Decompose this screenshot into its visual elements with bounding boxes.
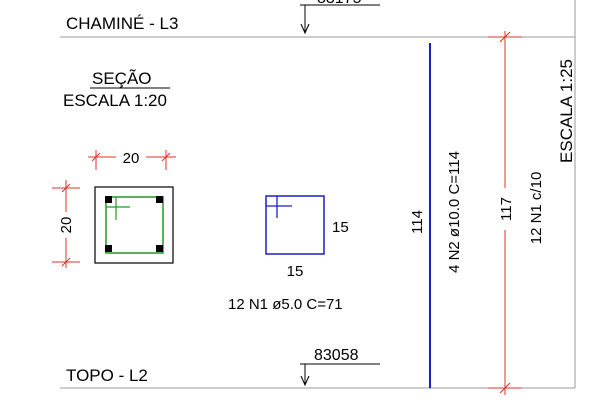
section-height-dimension: 20 <box>52 180 80 268</box>
stirrup-outline <box>105 196 164 254</box>
distribution-length: 117 <box>498 197 515 221</box>
rebar-dot <box>156 245 163 252</box>
section-scale: ESCALA 1:20 <box>63 91 167 110</box>
top-elevation-value: 83175 <box>317 0 362 7</box>
stirrup-side-dim: 15 <box>332 219 349 236</box>
section-width-dimension: 20 <box>88 147 176 170</box>
section-height-value: 20 <box>58 217 75 234</box>
stirrup-bottom-dim: 15 <box>287 263 304 280</box>
stirrup-shape <box>265 195 325 255</box>
rebar-dot <box>105 196 112 203</box>
rebar-dot <box>105 245 112 252</box>
stirrup-shape-detail: 15 15 12 N1 ø5.0 C=71 <box>228 195 349 313</box>
top-level-name: CHAMINÉ - L3 <box>66 14 178 33</box>
rebar-dot <box>156 196 163 203</box>
bottom-elevation-marker: 83058 <box>300 347 380 387</box>
section-width-value: 20 <box>123 150 140 167</box>
section-title: SEÇÃO <box>92 69 152 88</box>
stirrup-distribution: 117 12 N1 c/10 <box>488 31 545 395</box>
concrete-outline <box>94 186 174 264</box>
bottom-level-name: TOPO - L2 <box>66 366 148 385</box>
top-elevation-marker: 83175 <box>300 0 380 35</box>
vertical-bar-length: 114 <box>409 210 426 234</box>
bottom-elevation-value: 83058 <box>314 347 359 364</box>
column-section <box>94 186 174 264</box>
distribution-label: 12 N1 c/10 <box>528 172 545 245</box>
elevation-scale: ESCALA 1:25 <box>557 59 576 163</box>
stirrup-label: 12 N1 ø5.0 C=71 <box>228 296 343 313</box>
vertical-bar-label: 4 N2 ø10.0 C=114 <box>446 151 463 273</box>
vertical-bars: 114 4 N2 ø10.0 C=114 <box>409 43 463 388</box>
